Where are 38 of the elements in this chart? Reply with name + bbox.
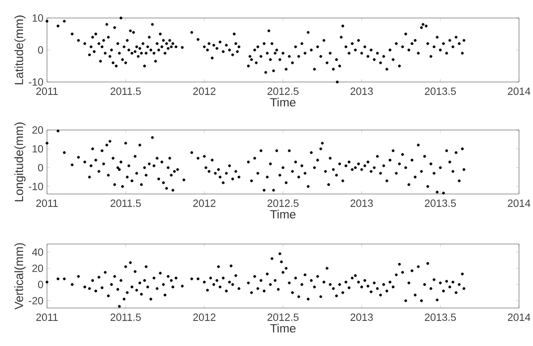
y-tick-label: 20 [32, 126, 44, 134]
x-tick-label: 2013.5 [424, 200, 456, 207]
y-tick-label: -10 [28, 78, 44, 86]
x-tick-label: 2011.5 [110, 200, 141, 207]
x-tick-label: 2014 [508, 314, 530, 321]
y-tick-label: 40 [32, 248, 44, 256]
y-axis-title: Vertical(mm) [14, 243, 26, 310]
x-tick-label: 2013.5 [424, 314, 456, 321]
x-tick-label: 2011.5 [110, 88, 141, 95]
y-tick-label: 0 [38, 164, 44, 172]
y-tick-label: 0 [38, 46, 44, 54]
y-tick-label: 10 [32, 14, 44, 22]
x-tick-label: 2012 [193, 314, 216, 321]
x-tick-label: 2011 [36, 314, 58, 321]
y-tick-label: -10 [28, 182, 44, 190]
x-axis-title: Time [270, 98, 296, 107]
x-tick-label: 2012.5 [268, 88, 299, 95]
x-tick-label: 2011 [36, 88, 58, 95]
y-tick-label: 20 [32, 264, 44, 272]
x-axis-title: Time [270, 210, 296, 219]
x-tick-label: 2012.5 [268, 200, 299, 207]
x-tick-label: 2011.5 [110, 314, 141, 321]
x-tick-label: 2012 [193, 200, 216, 207]
x-axis-title: Time [270, 324, 296, 333]
x-tick-label: 2013 [350, 314, 373, 321]
y-tick-label: 0 [38, 280, 44, 288]
y-tick-label: -20 [28, 297, 44, 304]
y-axis-title: Longitude(mm) [14, 122, 26, 202]
y-axis-title: Latitude(mm) [14, 16, 26, 84]
x-tick-label: 2012.5 [268, 314, 299, 321]
x-tick-label: 2014 [508, 88, 530, 95]
x-tick-label: 2014 [508, 200, 530, 207]
x-tick-label: 2013.5 [424, 88, 456, 95]
x-tick-label: 2011 [36, 200, 58, 207]
x-tick-label: 2012 [193, 88, 216, 95]
x-tick-label: 2013 [350, 88, 373, 95]
x-tick-label: 2013 [350, 200, 373, 207]
y-tick-label: 10 [32, 145, 44, 153]
